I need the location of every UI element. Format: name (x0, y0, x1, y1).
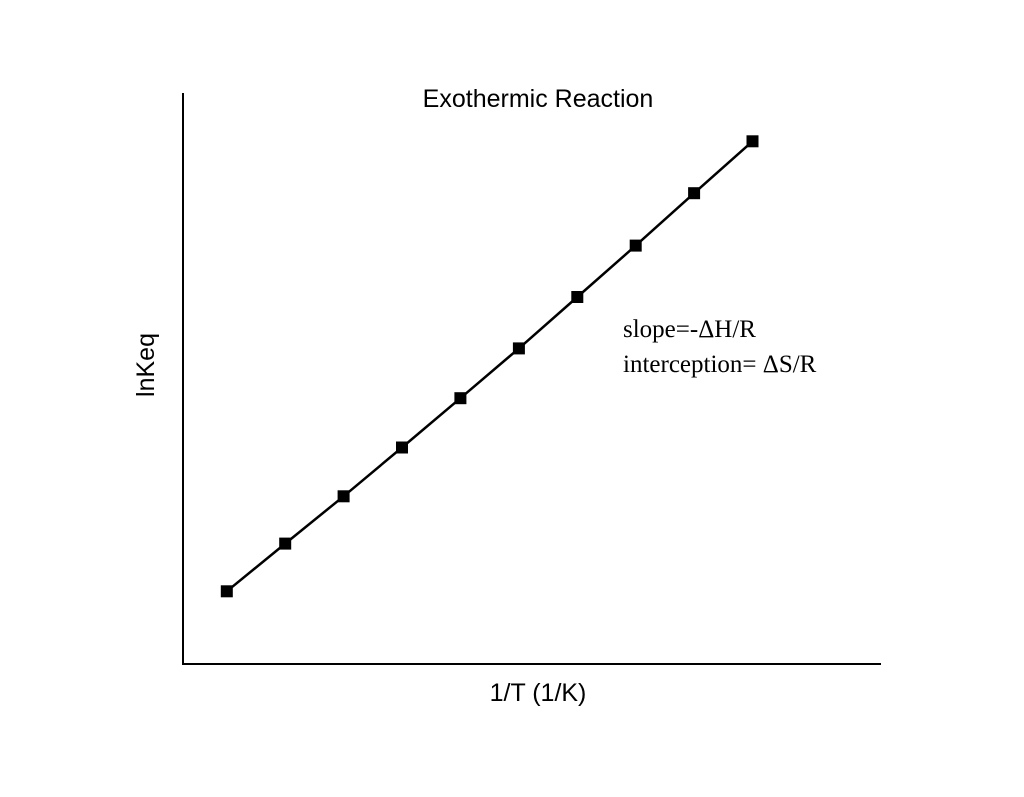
data-point-1 (220, 585, 233, 598)
x-axis-label: 1/T (1/K) (490, 679, 587, 707)
slope-annotation: slope=-ΔH/R (623, 316, 756, 343)
data-point-7 (571, 291, 584, 303)
intercept-annotation: interception= ΔS/R (623, 351, 817, 378)
data-point-2 (279, 537, 292, 550)
data-point-6 (512, 342, 525, 355)
y-axis-label: lnKeq (132, 333, 160, 397)
series-line (226, 140, 754, 593)
data-point-10 (746, 135, 759, 148)
data-point-9 (688, 187, 701, 200)
series-layer (220, 135, 759, 598)
data-point-3 (337, 490, 350, 503)
data-point-4 (396, 441, 408, 454)
chart-title: Exothermic Reaction (423, 85, 654, 113)
data-point-8 (629, 239, 642, 252)
data-point-5 (454, 392, 467, 405)
